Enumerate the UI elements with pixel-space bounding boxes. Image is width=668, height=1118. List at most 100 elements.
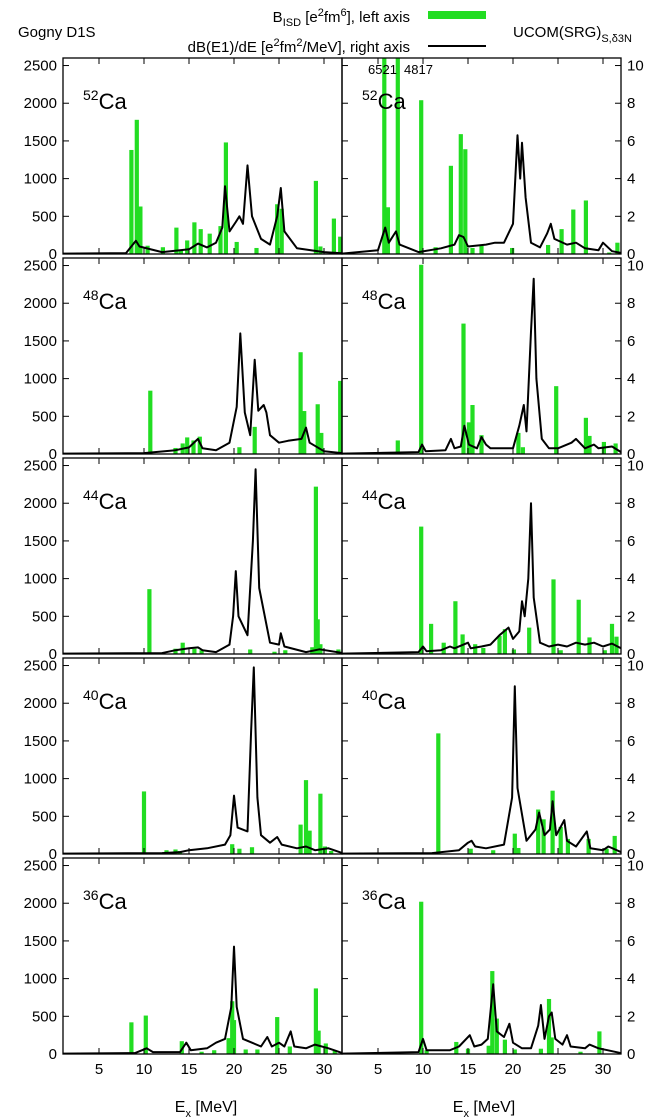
panel-48Ca-right: 0 2 4 6 8 10 48Ca [341,257,644,463]
panel-40Ca-left: 0 500 1000 1500 2000 2500 40Ca [24,657,343,863]
bar [313,180,318,254]
x-axis-label-left: Ex [MeV] [175,1099,237,1118]
y-tick-label-left: 2500 [24,458,57,475]
y-tick-label-left: 0 [49,246,57,263]
strength-line [63,332,342,454]
bar [479,435,484,454]
nucleus-label: 52Ca [362,87,406,114]
panel-36Ca-left: 5 10 15 20 25 30 0 500 1000 1500 2000 2500 36Ca [24,857,343,1078]
y-tick-label-left: 0 [49,1046,57,1063]
y-tick-label-left: 500 [32,408,57,425]
bar [491,850,496,854]
nucleus-element: Ca [99,489,128,514]
bar [237,447,242,454]
y-tick-label-left: 1000 [24,971,57,988]
y-tick-label-right: 0 [627,246,635,263]
legend-entry-bars: BISD [e2fm6], left axis [273,7,410,29]
nucleus-mass: 48 [83,287,99,303]
bar [207,233,212,254]
y-tick-label-left: 1000 [24,571,57,588]
bar [607,252,612,254]
bar [466,422,471,454]
bar [338,236,342,254]
bar [424,1050,429,1054]
bar [148,390,153,454]
bar [395,58,400,254]
bar [255,1049,260,1054]
bar [298,824,303,854]
bar [419,526,424,654]
y-tick-label-right: 0 [627,846,635,863]
bar [129,1022,134,1054]
bar [322,846,327,854]
y-tick-label-right: 10 [627,258,644,275]
nucleus-label: 36Ca [362,887,406,914]
bar [323,1043,328,1054]
legend: BISD [e2fm6], left axis dB(E1)/dE [e2fm2… [188,7,486,56]
y-tick-label-left: 0 [49,446,57,463]
bar [516,847,521,854]
bar [178,249,183,254]
bar [604,848,609,854]
y-tick-label-left: 1000 [24,771,57,788]
bar [549,1037,554,1054]
nucleus-mass: 52 [362,87,378,103]
panel-frame [341,257,622,455]
y-tick-label-right: 0 [627,1046,635,1063]
nucleus-mass: 44 [362,487,378,503]
nucleus-mass: 40 [83,687,99,703]
nucleus-mass: 36 [362,887,378,903]
y-tick-label-right: 2 [627,1008,635,1025]
nucleus-label: 40Ca [362,687,406,714]
bar [249,847,255,854]
bar [587,637,592,654]
bar [551,579,556,654]
bar [578,1051,583,1054]
y-tick-label-right: 2 [627,808,635,825]
strength-line [342,983,621,1054]
y-tick-label-right: 2 [627,208,635,225]
y-tick-label-right: 4 [627,971,635,988]
bar [615,242,620,254]
nucleus-element: Ca [378,489,407,514]
bar [318,246,323,254]
bar [583,417,588,454]
y-tick-label-right: 0 [627,646,635,663]
y-tick-label-left: 1000 [24,371,57,388]
nucleus-element: Ca [378,289,407,314]
y-tick-label-right: 8 [627,95,635,112]
bar [129,149,134,254]
right-model-title: UCOM(SRG)S,δ3N [513,24,632,45]
nucleus-element: Ca [99,889,128,914]
y-tick-label-right: 10 [627,458,644,475]
nucleus-element: Ca [99,89,128,114]
nucleus-mass: 52 [83,87,99,103]
bar [338,380,342,454]
bar [272,651,277,654]
panel-36Ca-right: 5 10 15 20 25 30 0 2 4 6 8 10 36Ca [341,857,644,1078]
y-tick-label-left: 0 [49,846,57,863]
nucleus-label: 52Ca [83,87,127,114]
bar [576,599,581,654]
bar [279,208,284,254]
y-tick-label-left: 1500 [24,333,57,350]
bar [298,352,303,454]
strength-line [63,468,342,654]
bar [429,623,434,654]
bar [558,826,563,854]
bar [385,207,390,254]
x-tick-label: 15 [460,1061,477,1078]
bar [254,247,259,254]
panel-frame [341,457,622,655]
y-tick-label-left: 2500 [24,658,57,675]
y-tick-label-left: 2500 [24,858,57,875]
legend-swatch-bars [428,11,486,19]
bar [192,222,197,254]
strength-line [63,666,342,854]
bar [602,650,607,654]
panel-52Ca-right: 0 2 4 6 8 10 52Ca [341,57,644,263]
bar [433,247,438,254]
left-model-title: Gogny D1S [18,24,96,41]
nucleus-element: Ca [378,89,407,114]
